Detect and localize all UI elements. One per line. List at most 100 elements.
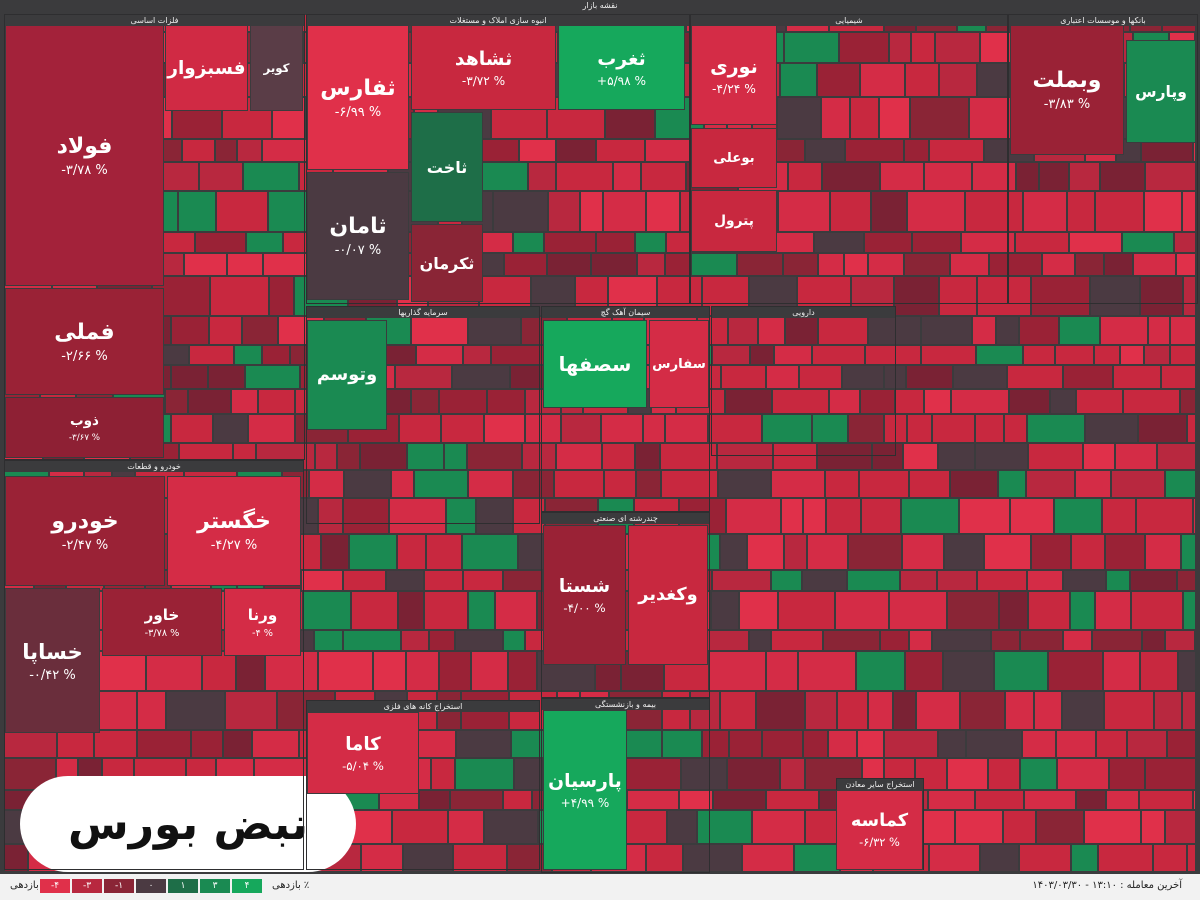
small-tile [1123,389,1180,414]
small-tile [830,191,871,232]
small-tile [989,253,1042,276]
small-tile [901,498,959,534]
small-tile [1104,691,1154,730]
small-tile [547,253,591,276]
stock-tile: وپارس [1126,40,1196,143]
small-tile [871,191,907,232]
small-tile [829,389,860,414]
small-tile [975,790,1024,810]
small-tile [988,758,1020,790]
small-tile [596,139,645,162]
small-tile [1144,191,1182,232]
small-tile [720,691,756,730]
small-tile [1145,534,1181,570]
small-tile [679,790,713,810]
small-tile [868,691,893,730]
small-tile [1050,389,1076,414]
stock-name: فسبزوار [167,57,246,79]
small-tile [799,365,842,389]
small-tile [182,139,215,162]
small-tile [839,32,889,63]
small-tile [780,63,817,97]
small-tile [975,414,1004,443]
small-tile [856,651,905,691]
small-tile [1122,232,1174,253]
small-tile [513,232,544,253]
small-tile [821,97,850,139]
small-tile [262,345,290,365]
small-tile [4,844,28,872]
small-tile [662,730,702,758]
stock-tile: فسبزوار [165,25,248,111]
small-tile [798,651,856,691]
small-tile [1090,276,1140,316]
small-tile [1165,470,1196,498]
stock-change: -۵/۰۴ % [342,758,384,773]
small-tile [1182,191,1196,232]
stock-tile: ثکرمان [411,224,483,302]
small-tile [720,534,747,570]
stock-change: -۲/۴۷ % [61,538,109,553]
small-tile [452,365,510,389]
small-tile [711,591,739,630]
small-tile [805,139,845,162]
small-tile [879,97,910,139]
small-tile [301,570,343,591]
small-tile [747,534,784,570]
stock-tile: نوری -۴/۲۴ % [691,25,777,125]
small-tile [1042,253,1075,276]
small-tile [1083,443,1115,470]
small-tile [837,691,868,730]
small-tile [641,162,686,191]
small-tile [1098,844,1153,872]
small-tile [525,414,561,443]
small-tile [965,191,1023,232]
sector: چندرشته ای صنعتی [541,512,710,698]
small-tile [750,345,774,365]
small-tile [911,32,935,63]
small-tile [399,414,441,443]
small-tile [1144,345,1170,365]
small-tile [646,191,680,232]
small-tile [96,651,146,691]
small-tile [237,139,262,162]
small-tile [1095,591,1131,630]
small-tile [1181,534,1196,570]
legend-cell: ۱ [168,879,198,893]
small-tile [462,534,518,570]
small-tile [1177,570,1196,591]
small-tile [1054,498,1102,534]
small-tile [1031,276,1090,316]
small-tile [643,414,665,443]
small-tile [1059,316,1100,345]
stock-change: -۲/۶۶ % [61,348,108,364]
small-tile [493,191,548,232]
small-tile [868,253,904,276]
stock-change: -۳/۷۸ % [61,162,108,178]
small-tile [468,470,513,498]
small-tile [1056,730,1096,758]
small-tile [929,844,980,872]
stock-tile: ثفارس -۶/۹۹ % [307,25,409,170]
sector: خودرو و قطعات [4,460,304,870]
stock-name: خودرو [51,509,119,534]
small-tile [360,443,407,470]
stock-tile: ثغرب +۵/۹۸ % [558,25,685,110]
small-tile [392,810,448,844]
small-tile [943,651,994,691]
stock-name: خگستر [197,509,271,534]
small-tile [955,810,1003,844]
small-tile [939,276,977,316]
small-tile [646,844,683,872]
sector-title: بیمه و بازنشستگی [542,699,709,710]
small-tile [439,651,471,691]
small-tile [812,414,848,443]
small-tile [889,591,947,630]
small-tile [318,651,373,691]
small-tile [1063,630,1092,651]
small-tile [269,276,294,316]
small-tile [857,730,884,758]
small-tile [191,730,223,758]
stock-change: -۴/۲۷ % [210,538,258,553]
small-tile [484,810,538,844]
